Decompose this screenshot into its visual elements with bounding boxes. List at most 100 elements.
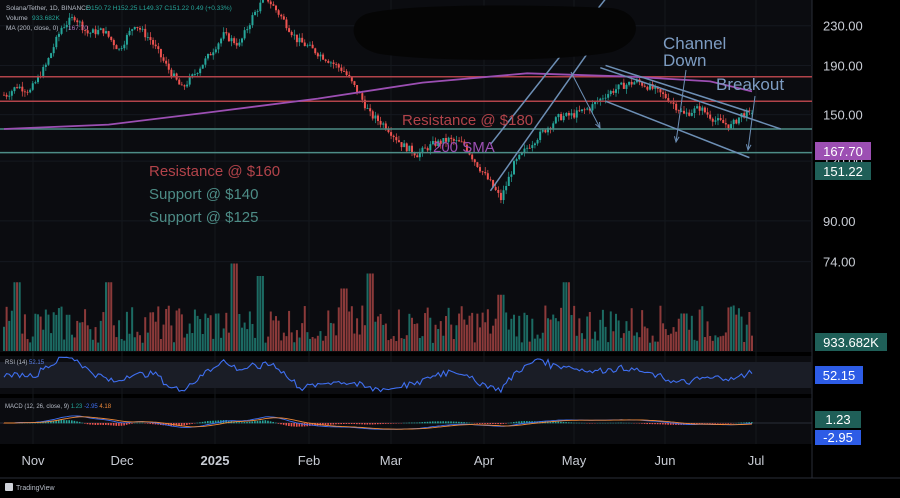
volume-bar bbox=[225, 312, 228, 351]
macd-hist-bar bbox=[50, 421, 52, 424]
candle-body bbox=[390, 132, 393, 136]
volume-bar bbox=[84, 309, 87, 351]
arrow-rising-channel-head bbox=[595, 121, 601, 130]
volume-bar bbox=[429, 317, 432, 351]
candle-body bbox=[5, 94, 8, 97]
macd-hist-bar bbox=[207, 421, 209, 424]
macd-hist-bar bbox=[743, 422, 745, 424]
candle-body bbox=[515, 159, 518, 162]
candle-body bbox=[696, 106, 699, 109]
candle-body bbox=[591, 104, 594, 111]
macd-hist-bar bbox=[455, 421, 458, 424]
volume-bar bbox=[277, 320, 280, 351]
x-tick-Nov: Nov bbox=[21, 453, 45, 468]
candle-body bbox=[460, 141, 463, 143]
candle-body bbox=[238, 42, 241, 46]
candle-body bbox=[727, 124, 730, 129]
candle-body bbox=[675, 103, 678, 111]
candle-body bbox=[50, 53, 53, 59]
macd-hist-bar bbox=[60, 419, 63, 424]
candle-body bbox=[570, 113, 573, 116]
volume-bar bbox=[34, 313, 37, 351]
header-pair: Solana/Tether, 1D, BINANCE bbox=[6, 5, 91, 12]
macd-hist-bar bbox=[332, 423, 335, 425]
macd-hist-bar bbox=[322, 423, 324, 426]
macd-hist-bar bbox=[737, 422, 740, 424]
macd-hist-bar bbox=[298, 423, 301, 427]
macd-hist-bar bbox=[152, 423, 154, 425]
arrow-breakout bbox=[747, 95, 756, 151]
volume-bar bbox=[465, 324, 468, 351]
macd-hist-bar bbox=[254, 421, 256, 424]
volume-bar bbox=[366, 273, 369, 351]
volume-bar bbox=[254, 337, 257, 351]
macd-hist-bar bbox=[277, 423, 280, 424]
volume-bar bbox=[669, 333, 672, 351]
candle-body bbox=[337, 64, 340, 68]
volume-bar bbox=[751, 335, 753, 351]
tradingview-brand[interactable]: TradingView bbox=[16, 485, 55, 492]
header-volume-value: 933.682K bbox=[32, 15, 60, 22]
volume-bar bbox=[282, 332, 285, 351]
candle-body bbox=[97, 30, 100, 35]
macd-hist-bar bbox=[180, 423, 183, 426]
macd-label: MACD (12, 26, close, 9) 1.23 -2.95 4.18 bbox=[5, 404, 112, 410]
volume-bar bbox=[207, 317, 209, 351]
macd-hist-bar bbox=[81, 422, 84, 424]
candle-body bbox=[382, 123, 385, 125]
tradingview-logo[interactable]: TradingView bbox=[5, 483, 55, 492]
macd-hist-bar bbox=[452, 421, 455, 424]
candle-body bbox=[649, 84, 651, 90]
candle-body bbox=[170, 69, 173, 77]
candle-body bbox=[107, 31, 110, 37]
volume-bar bbox=[447, 307, 450, 351]
volume-bar bbox=[633, 335, 636, 351]
volume-bar bbox=[439, 321, 442, 351]
macd-hist-bar bbox=[463, 422, 465, 424]
candle-body bbox=[677, 110, 680, 112]
candle-body bbox=[717, 118, 719, 121]
macd-hist-bar bbox=[295, 423, 298, 427]
annotation-breakout: Breakout bbox=[716, 75, 784, 94]
volume-bar bbox=[369, 273, 372, 351]
volume-bar bbox=[502, 294, 505, 351]
candle-body bbox=[186, 84, 189, 87]
candle-body bbox=[173, 73, 175, 77]
volume-bar bbox=[316, 335, 319, 351]
volume-bar bbox=[698, 309, 701, 351]
macd-hist-bar bbox=[562, 422, 565, 424]
volume-bar bbox=[314, 338, 317, 351]
candle-body bbox=[711, 118, 714, 122]
macd-hist-bar bbox=[94, 423, 97, 425]
candle-body bbox=[690, 112, 693, 116]
volume-bar bbox=[256, 276, 259, 351]
volume-bar bbox=[675, 331, 678, 351]
macd-hist-bar bbox=[727, 423, 730, 424]
candle-body bbox=[76, 20, 79, 23]
macd-hist-bar bbox=[76, 421, 78, 424]
volume-bar bbox=[411, 317, 413, 351]
candle-body bbox=[86, 30, 89, 34]
volume-bar bbox=[646, 328, 649, 351]
candle-body bbox=[651, 84, 654, 89]
macd-hist-bar bbox=[319, 423, 322, 426]
volume-bar bbox=[131, 307, 134, 351]
candle-body bbox=[141, 28, 144, 30]
candle-body bbox=[230, 38, 233, 42]
macd-hist-bar bbox=[324, 423, 327, 426]
volume-bar bbox=[387, 340, 390, 351]
candle-body bbox=[507, 176, 510, 186]
volume-bar bbox=[554, 318, 557, 351]
candle-body bbox=[599, 98, 602, 102]
candle-body bbox=[81, 21, 84, 31]
channel-line bbox=[605, 64, 750, 113]
macd-hist-bar bbox=[413, 422, 416, 424]
candle-body bbox=[685, 112, 688, 114]
candle-body bbox=[68, 17, 71, 25]
candle-body bbox=[421, 147, 424, 153]
candle-body bbox=[735, 119, 738, 124]
macd-hist-bar bbox=[646, 423, 648, 425]
candle-body bbox=[251, 15, 254, 26]
macd-hist-bar bbox=[549, 421, 552, 424]
candles bbox=[3, 0, 753, 204]
